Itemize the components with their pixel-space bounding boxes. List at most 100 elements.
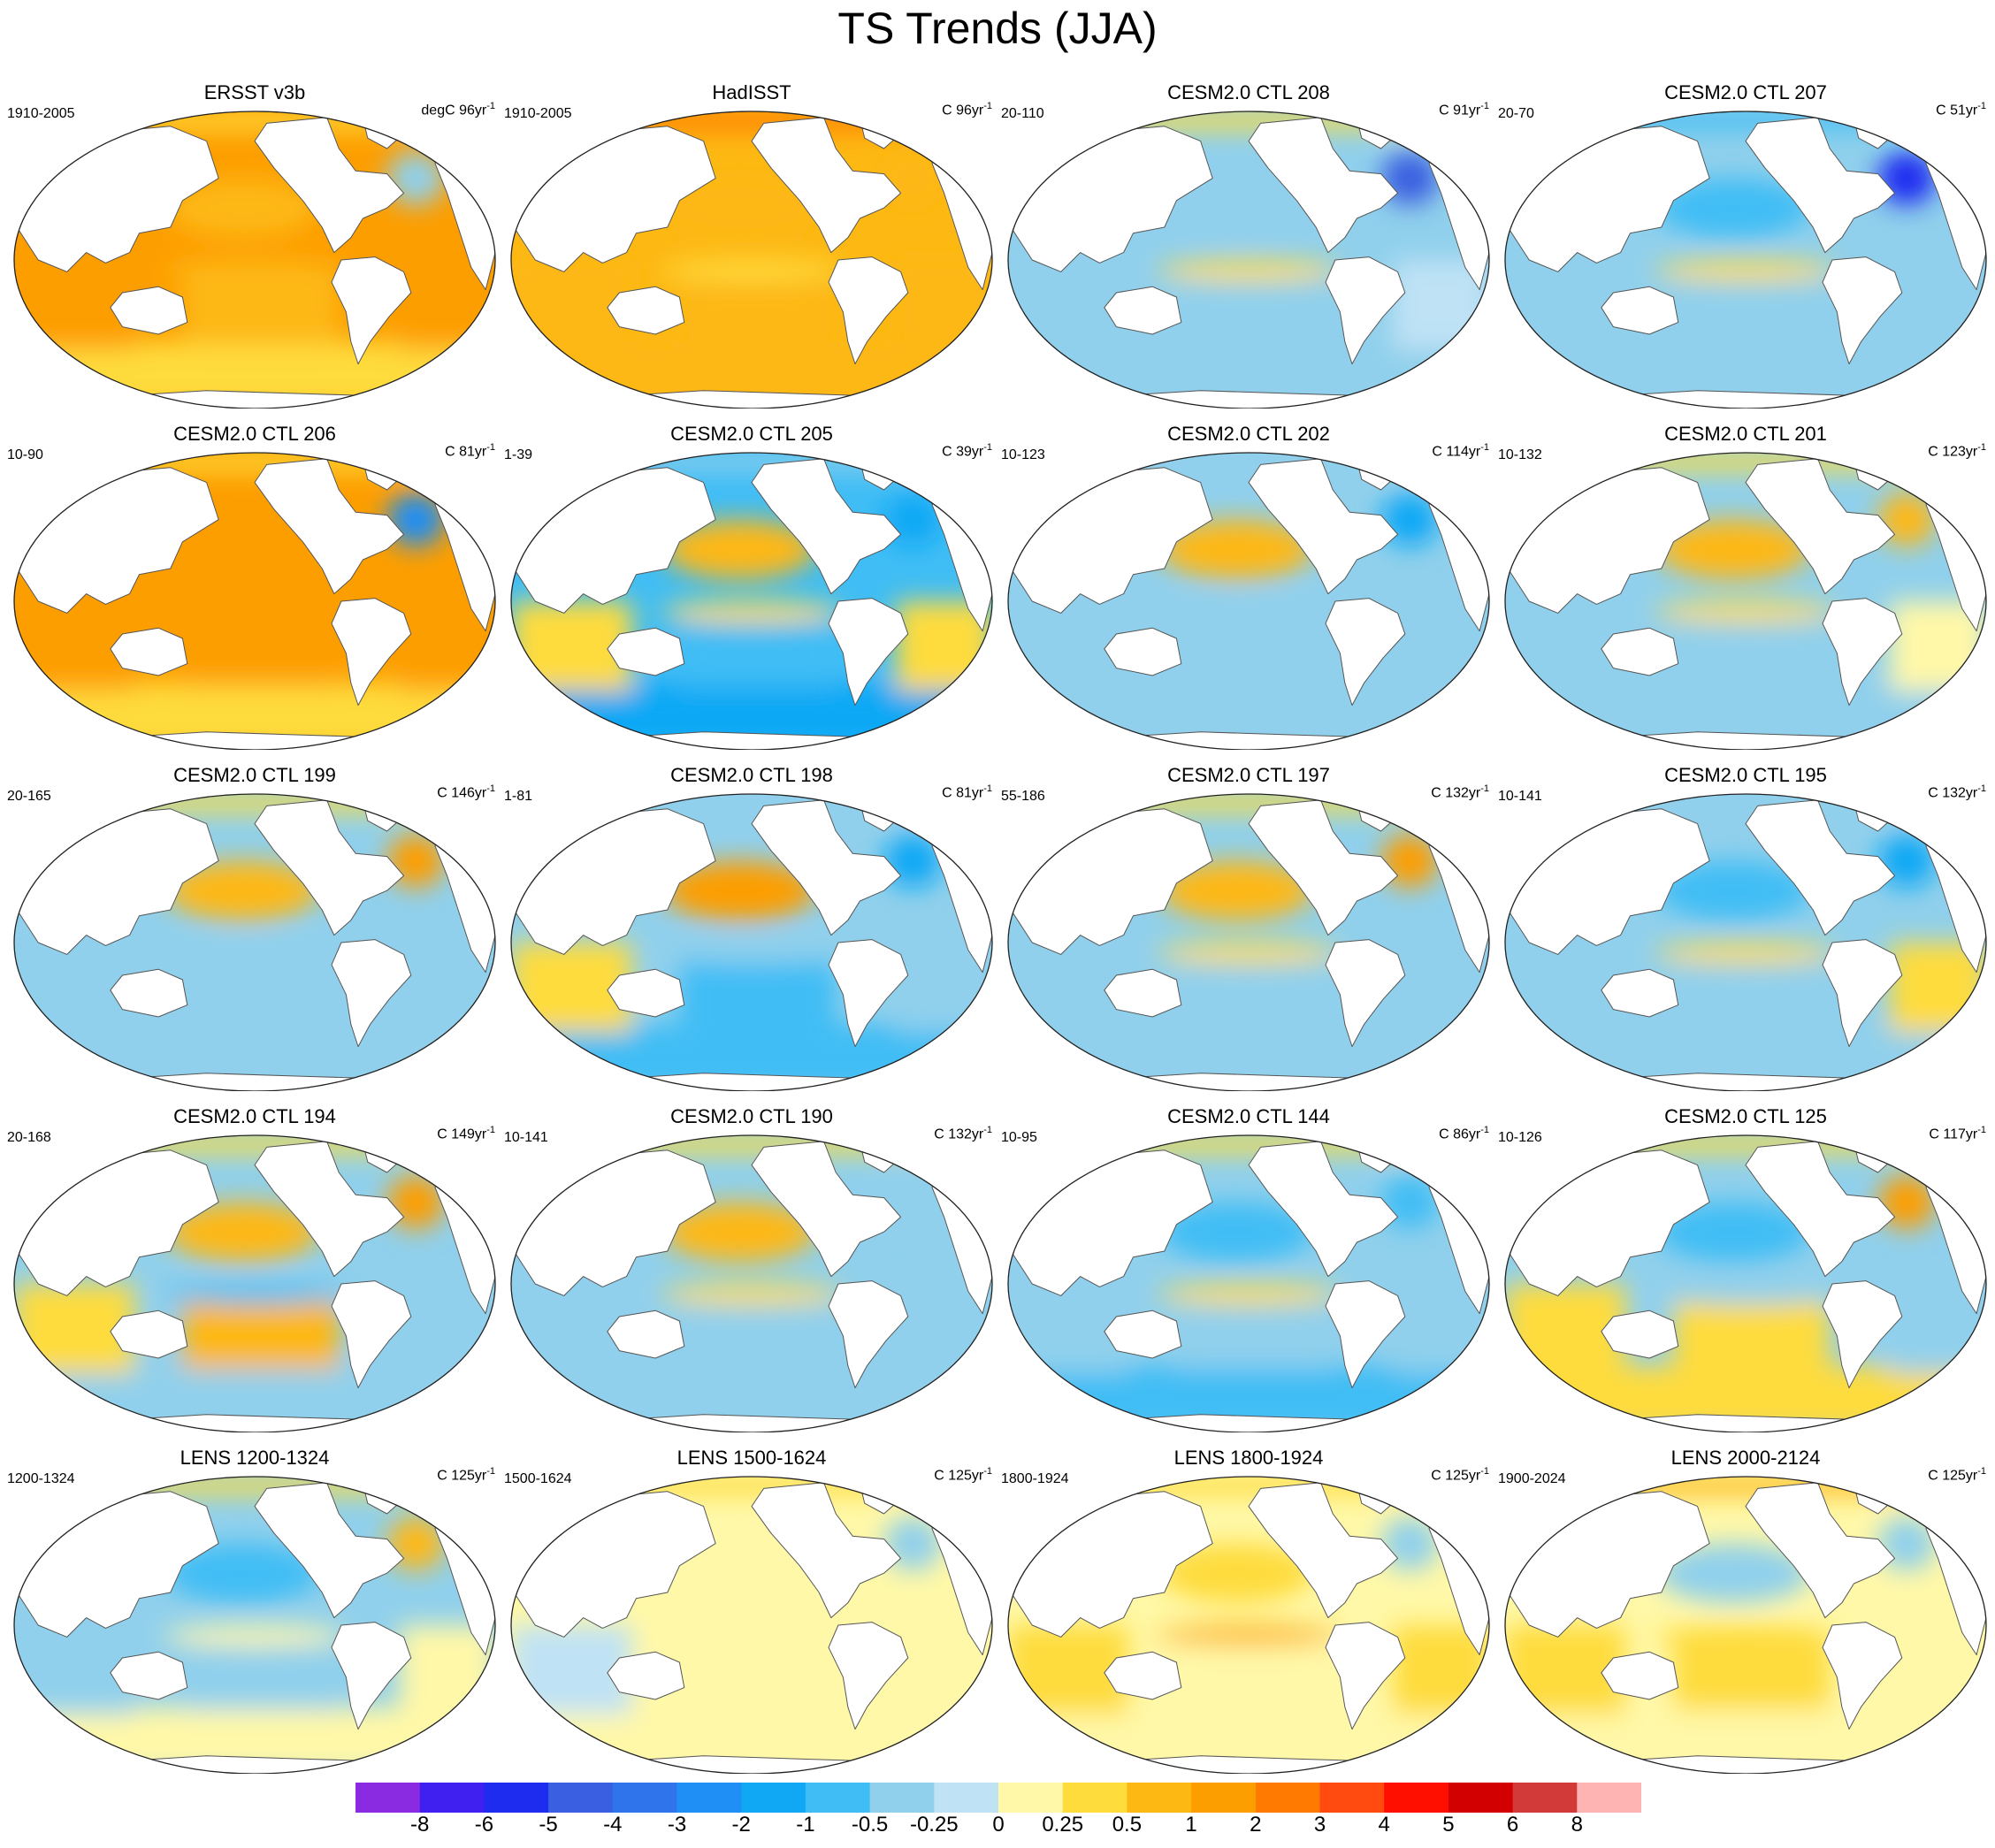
trend-region-pacific-s bbox=[1673, 278, 1831, 345]
trend-region-pacific-n bbox=[165, 1543, 320, 1603]
panel-units: C 149yr-1 bbox=[437, 1125, 495, 1142]
trend-region-pacific-eq bbox=[660, 943, 844, 964]
panel-title: CESM2.0 CTL 201 bbox=[1664, 423, 1827, 445]
trend-region-pacific-eq bbox=[1654, 601, 1838, 622]
land-south-america bbox=[1325, 939, 1406, 1048]
colorbar-swatch bbox=[934, 1783, 999, 1813]
land-north-america bbox=[1745, 117, 1896, 254]
map-panel: CESM2.0 CTL 197 55-186 C 132yr-1 bbox=[1001, 764, 1496, 1091]
land-south-america bbox=[828, 939, 909, 1048]
colorbar-tick-label: -8 bbox=[410, 1813, 430, 1837]
colorbar-swatch bbox=[1127, 1783, 1192, 1813]
panel-units-text: C 125yr bbox=[437, 1468, 487, 1484]
map-panel: CESM2.0 CTL 144 10-95 C 86yr-1 bbox=[1001, 1105, 1496, 1432]
panel-title: LENS 1800-1924 bbox=[1173, 1447, 1324, 1469]
map-border bbox=[1007, 1476, 1490, 1774]
trend-region-arctic bbox=[38, 453, 471, 471]
panel-period: 20-70 bbox=[1498, 106, 1534, 121]
panel-title: CESM2.0 CTL 198 bbox=[670, 764, 833, 786]
trend-region-pacific-s bbox=[1673, 619, 1831, 686]
trend-region-pacific-s bbox=[679, 1302, 837, 1369]
panel-title: CESM2.0 CTL 190 bbox=[670, 1105, 833, 1127]
panel-units: C 114yr-1 bbox=[1432, 442, 1489, 460]
panel-units-text: C 125yr bbox=[1431, 1468, 1481, 1484]
trend-region-pacific-s bbox=[182, 960, 340, 1027]
land-north-america bbox=[1248, 1482, 1399, 1619]
map-svg bbox=[1007, 1134, 1490, 1432]
land-australia bbox=[1601, 1310, 1679, 1359]
map-panel: LENS 1500-1624 1500-1624 C 125yr-1 bbox=[504, 1447, 999, 1774]
land-north-america bbox=[1248, 117, 1399, 254]
panel-units: C 125yr-1 bbox=[437, 1466, 495, 1484]
panel-period: 1910-2005 bbox=[7, 106, 75, 121]
colorbar-swatch bbox=[1512, 1783, 1578, 1813]
trend-region-pacific-eq bbox=[163, 601, 347, 622]
panel-units-text: C 114yr bbox=[1432, 444, 1481, 460]
trend-region-arctic bbox=[1529, 1477, 1962, 1495]
trend-region-pacific-s bbox=[679, 1643, 837, 1710]
land-north-america bbox=[751, 799, 902, 936]
panel-units-exponent: -1 bbox=[1480, 1125, 1489, 1135]
panel-units: C 132yr-1 bbox=[1928, 783, 1986, 801]
map-svg bbox=[1504, 452, 1987, 750]
panel-title: LENS 1200-1324 bbox=[180, 1447, 330, 1469]
panel-title: ERSST v3b bbox=[203, 81, 306, 103]
colorbar-tick-label: 0.5 bbox=[1112, 1813, 1143, 1837]
panel-period: 20-165 bbox=[7, 789, 51, 804]
land-south-america bbox=[331, 939, 412, 1048]
trend-region-pacific-eq bbox=[163, 260, 347, 281]
colorbar-swatch bbox=[612, 1783, 677, 1813]
panel-period: 10-123 bbox=[1001, 447, 1045, 462]
trend-region-arctic bbox=[38, 1135, 471, 1154]
map-panel: CESM2.0 CTL 195 10-141 C 132yr-1 bbox=[1498, 764, 1993, 1091]
map-border bbox=[13, 1476, 496, 1774]
panel-title: LENS 1500-1624 bbox=[676, 1447, 827, 1469]
land-north-america bbox=[1745, 458, 1896, 595]
colorbar-swatch bbox=[676, 1783, 742, 1813]
map-svg bbox=[510, 111, 993, 409]
land-north-america bbox=[1248, 1141, 1399, 1278]
land-north-america bbox=[751, 117, 902, 254]
panel-title: CESM2.0 CTL 194 bbox=[173, 1105, 336, 1127]
map-panel: CESM2.0 CTL 207 20-70 C 51yr-1 bbox=[1498, 81, 1993, 409]
trend-region-pacific-n bbox=[662, 178, 817, 238]
land-australia bbox=[1104, 1651, 1182, 1700]
panel-title: CESM2.0 CTL 197 bbox=[1167, 764, 1330, 786]
panel-period: 10-132 bbox=[1498, 447, 1542, 462]
panel-units-exponent: -1 bbox=[486, 1466, 495, 1477]
panel-units-exponent: -1 bbox=[486, 101, 495, 111]
panel-units-text: C 86yr bbox=[1439, 1126, 1481, 1142]
colorbar-tick-label: 5 bbox=[1442, 1813, 1455, 1837]
trend-region-arctic bbox=[535, 1477, 968, 1495]
panel-units-exponent: -1 bbox=[486, 442, 495, 453]
colorbar-tick-label: 0.25 bbox=[1042, 1813, 1084, 1837]
map-svg bbox=[13, 1134, 496, 1432]
map-panel: CESM2.0 CTL 194 20-168 C 149yr-1 bbox=[7, 1105, 502, 1432]
trend-region-pacific-eq bbox=[1654, 1284, 1838, 1305]
trend-region-pacific-n bbox=[1656, 519, 1811, 579]
panel-units-text: C 96yr bbox=[942, 103, 984, 118]
trend-region-pacific-eq bbox=[660, 601, 844, 622]
panel-units-exponent: -1 bbox=[1977, 783, 1986, 794]
panel-title: CESM2.0 CTL 207 bbox=[1664, 81, 1827, 103]
panel-title: CESM2.0 CTL 144 bbox=[1167, 1105, 1330, 1127]
panel-units: C 117yr-1 bbox=[1929, 1125, 1986, 1142]
trend-region-arctic bbox=[1032, 111, 1465, 130]
colorbar bbox=[355, 1783, 1641, 1813]
colorbar-swatch bbox=[1191, 1783, 1257, 1813]
trend-region-pacific-eq bbox=[1157, 943, 1341, 964]
panel-period: 1-81 bbox=[504, 789, 533, 804]
map-svg bbox=[1007, 793, 1490, 1091]
map-border bbox=[1504, 111, 1987, 409]
trend-region-pacific-s bbox=[1176, 960, 1334, 1027]
land-north-america bbox=[254, 799, 405, 936]
panel-units-text: C 149yr bbox=[437, 1126, 487, 1142]
land-australia bbox=[1104, 968, 1182, 1018]
panel-period: 1800-1924 bbox=[1001, 1471, 1069, 1486]
land-australia bbox=[110, 1651, 188, 1700]
map-panel: CESM2.0 CTL 125 10-126 C 117yr-1 bbox=[1498, 1105, 1993, 1432]
land-north-america bbox=[254, 1141, 405, 1278]
land-south-america bbox=[331, 256, 412, 365]
panel-units-text: C 125yr bbox=[934, 1468, 984, 1484]
map-svg bbox=[1504, 1476, 1987, 1774]
